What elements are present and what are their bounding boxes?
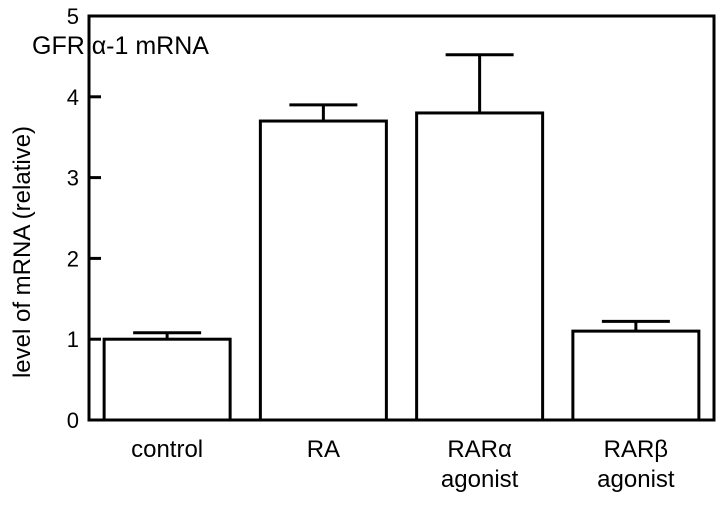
chart-title: GFR α-1 mRNA — [32, 32, 209, 60]
y-tick-label: 1 — [67, 327, 79, 352]
y-tick-label: 5 — [67, 4, 79, 29]
y-tick-label: 3 — [67, 166, 79, 191]
bar — [102, 337, 232, 422]
y-tick-label: 2 — [67, 246, 79, 271]
x-category-label: RARα — [447, 436, 512, 463]
y-axis-label: level of mRNA (relative) — [9, 126, 36, 378]
bar — [258, 119, 388, 422]
bar — [571, 329, 701, 422]
y-tick-label: 0 — [67, 408, 79, 433]
bar — [415, 111, 545, 422]
x-category-label: RARβ — [604, 436, 668, 463]
plot-frame — [87, 14, 716, 422]
x-category-label: agonist — [597, 466, 675, 493]
x-category-label: agonist — [441, 466, 519, 493]
x-category-label: RA — [307, 436, 340, 463]
y-tick-label: 4 — [67, 85, 79, 110]
x-category-label: control — [131, 436, 203, 463]
